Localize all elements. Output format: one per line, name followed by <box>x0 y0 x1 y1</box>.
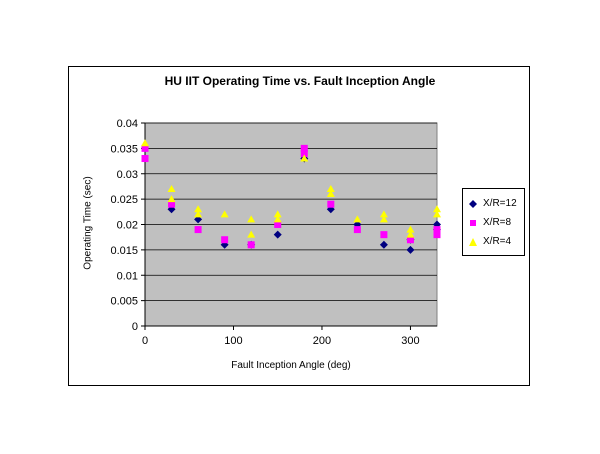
legend-entry-1: X/R=12 <box>467 197 517 211</box>
legend-label: X/R=4 <box>483 236 512 247</box>
chart-title: HU IIT Operating Time vs. Fault Inceptio… <box>164 74 436 88</box>
data-point-triangle <box>326 184 335 192</box>
data-point-square <box>433 226 441 234</box>
diamond-marker-icon <box>469 200 477 208</box>
data-point-square <box>406 236 414 244</box>
data-point-diamond <box>194 215 203 224</box>
x-tick-label: 200 <box>313 335 331 347</box>
data-point-triangle <box>273 215 282 223</box>
data-point-square <box>274 221 282 228</box>
legend-entry-3: X/R=4 <box>467 235 511 249</box>
data-point-triangle <box>194 205 203 213</box>
data-point-triangle <box>406 225 415 233</box>
data-point-square <box>247 241 255 249</box>
data-point-triangle <box>300 154 309 162</box>
data-point-square <box>380 231 388 239</box>
y-tick-label: 0.02 <box>117 220 138 232</box>
x-tick-label: 300 <box>401 335 419 347</box>
data-point-triangle <box>273 210 282 218</box>
data-point-square <box>353 226 361 234</box>
legend: X/R=12 X/R=8 X/R=4 <box>462 188 525 256</box>
data-point-square <box>221 236 229 244</box>
y-tick-label: 0 <box>132 321 138 333</box>
legend-entry-2: X/R=8 <box>467 216 511 230</box>
square-marker-icon <box>470 220 476 226</box>
x-tick-label: 0 <box>142 335 148 347</box>
legend-label: X/R=12 <box>483 198 517 209</box>
data-point-square <box>433 231 441 239</box>
y-tick-label: 0.01 <box>117 270 138 282</box>
legend-label: X/R=8 <box>483 217 512 228</box>
data-point-triangle <box>167 184 176 192</box>
data-point-triangle <box>379 215 388 223</box>
data-point-square <box>141 155 149 163</box>
y-tick-label: 0.005 <box>110 296 138 308</box>
data-point-triangle <box>406 230 415 238</box>
data-point-square <box>300 149 308 157</box>
data-point-triangle <box>194 210 203 218</box>
data-point-diamond <box>273 230 282 239</box>
data-point-square <box>194 226 202 234</box>
y-tick-label: 0.04 <box>117 118 138 130</box>
data-point-triangle <box>247 215 256 223</box>
data-point-triangle <box>353 215 362 223</box>
data-point-triangle <box>379 210 388 218</box>
data-point-square <box>327 200 335 208</box>
data-point-square <box>168 200 176 208</box>
data-point-diamond <box>379 240 388 249</box>
y-tick-label: 0.015 <box>110 245 138 257</box>
data-point-triangle <box>141 139 149 147</box>
y-tick-label: 0.035 <box>110 143 138 155</box>
triangle-marker-icon <box>469 238 477 246</box>
x-tick-label: 100 <box>224 335 242 347</box>
y-tick-label: 0.025 <box>110 194 138 206</box>
data-point-triangle <box>247 230 256 238</box>
data-point-square <box>300 144 308 152</box>
data-point-square <box>141 144 149 152</box>
y-axis-label: Operating Time (sec) <box>82 176 94 270</box>
x-axis-label: Fault Inception Angle (deg) <box>231 360 351 371</box>
data-point-triangle <box>433 205 441 213</box>
data-point-diamond <box>406 245 415 254</box>
data-point-triangle <box>220 210 229 218</box>
data-point-triangle <box>433 210 441 218</box>
data-point-triangle <box>326 190 335 198</box>
y-tick-label: 0.03 <box>117 169 138 181</box>
data-point-triangle <box>167 195 176 203</box>
